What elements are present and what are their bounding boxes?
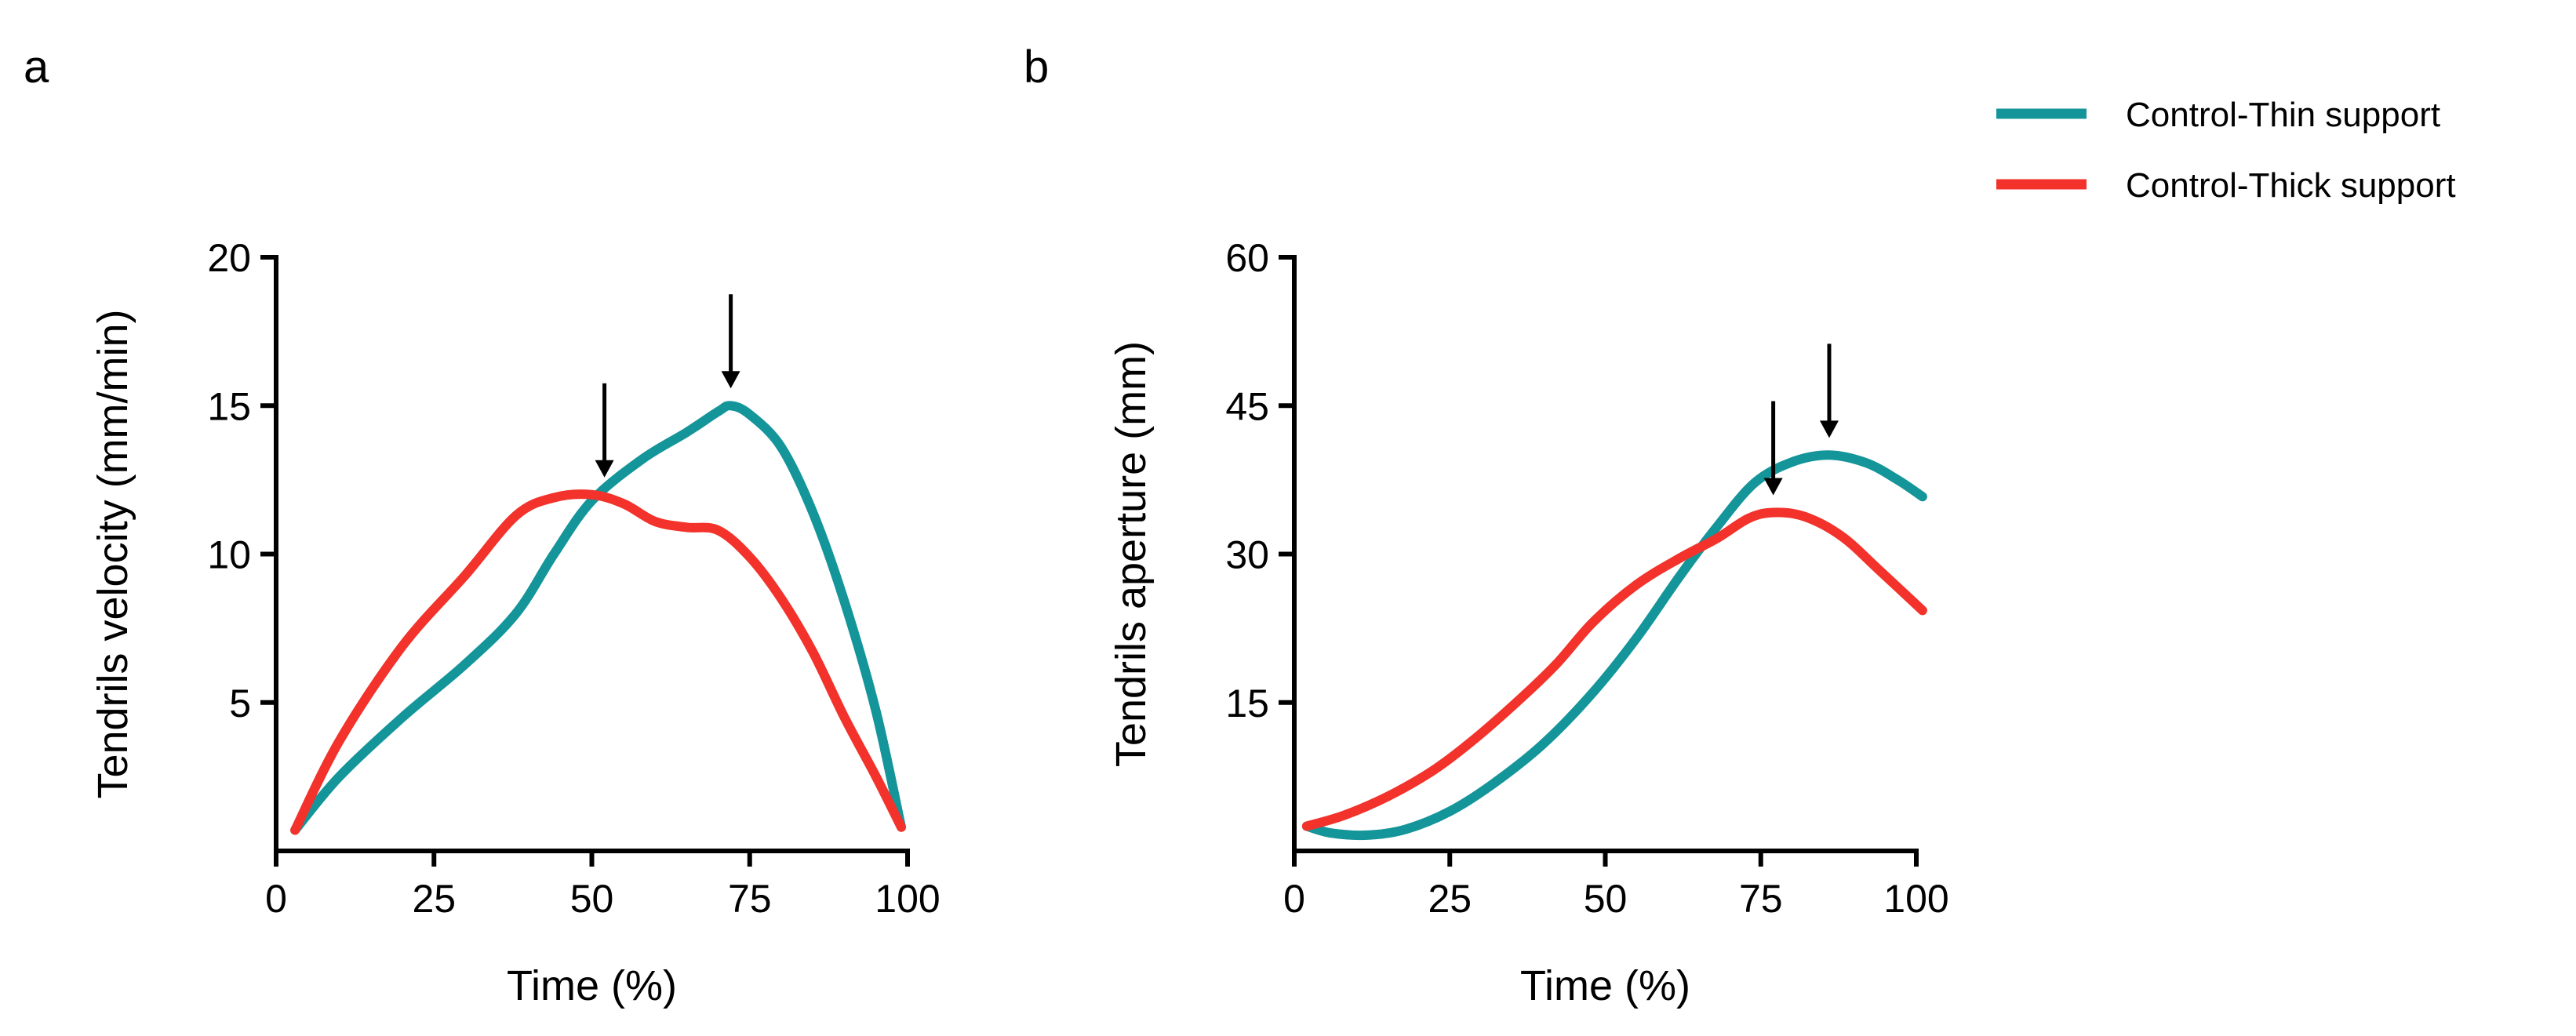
peak-arrow-head bbox=[1763, 478, 1783, 496]
panel-letter: b bbox=[1024, 42, 1049, 93]
y-tick-label: 60 bbox=[1225, 236, 1269, 280]
x-tick-label: 75 bbox=[728, 877, 772, 921]
y-axis-label: Tendrils velocity (mm/min) bbox=[89, 309, 136, 798]
peak-arrow-head bbox=[1819, 420, 1839, 438]
y-tick-label: 15 bbox=[207, 384, 251, 428]
series-line-control-thick-support bbox=[290, 489, 906, 835]
x-tick-label: 25 bbox=[1428, 877, 1472, 921]
y-tick-label: 30 bbox=[1225, 533, 1269, 577]
x-axis-label: Time (%) bbox=[507, 962, 677, 1009]
y-tick-label: 5 bbox=[229, 682, 251, 725]
y-axis-label: Tendrils aperture (mm) bbox=[1108, 341, 1155, 767]
series-line-control-thin-support bbox=[1301, 450, 1927, 841]
x-axis-label: Time (%) bbox=[1520, 962, 1690, 1009]
x-tick-label: 100 bbox=[1883, 877, 1948, 921]
x-tick-label: 50 bbox=[570, 877, 614, 921]
y-tick-label: 20 bbox=[207, 236, 251, 280]
legend-label-control-thick-support: Control-Thick support bbox=[2126, 166, 2456, 205]
panel-a: a 0 25 50 75 100 5 10 15 20 Time (%) Tendrils veloc… bbox=[24, 42, 941, 1009]
y-tick-label: 45 bbox=[1225, 384, 1269, 428]
peak-arrow-head bbox=[721, 371, 740, 389]
y-tick-label: 10 bbox=[207, 533, 251, 577]
x-tick-label: 50 bbox=[1584, 877, 1628, 921]
x-tick-label: 75 bbox=[1739, 877, 1783, 921]
peak-arrow bbox=[1819, 344, 1839, 438]
x-tick-label: 100 bbox=[875, 877, 940, 921]
panel-letter: a bbox=[24, 42, 49, 93]
panel-b: b 0 25 50 75 100 15 30 45 60 Time (%) Tendrils aper… bbox=[1024, 42, 1949, 1009]
peak-arrow bbox=[595, 383, 614, 478]
legend-label-control-thin-support: Control-Thin support bbox=[2126, 96, 2440, 134]
series-line-control-thin-support bbox=[290, 401, 906, 835]
x-tick-label: 25 bbox=[412, 877, 456, 921]
peak-arrow bbox=[1763, 401, 1783, 496]
peak-arrow-head bbox=[595, 460, 614, 478]
legend: Control-Thin support Control-Thick suppor… bbox=[1996, 96, 2456, 205]
x-tick-label: 0 bbox=[265, 877, 287, 921]
peak-arrow bbox=[721, 294, 740, 389]
series-line-control-thick-support bbox=[1301, 507, 1927, 831]
x-tick-label: 0 bbox=[1283, 877, 1305, 921]
y-tick-label: 15 bbox=[1225, 682, 1269, 725]
